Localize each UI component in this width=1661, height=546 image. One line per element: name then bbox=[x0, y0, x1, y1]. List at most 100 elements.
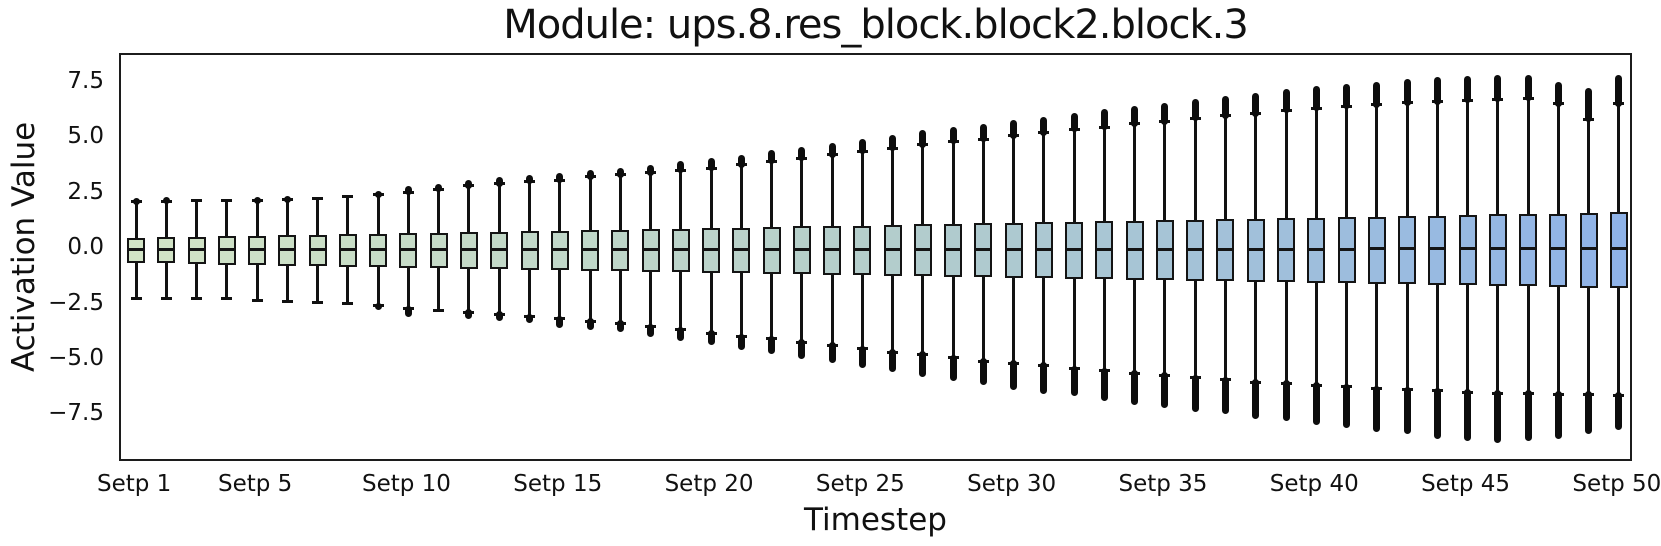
outlier-cluster-top bbox=[828, 142, 836, 158]
median-line bbox=[913, 247, 932, 251]
median-line bbox=[641, 247, 660, 251]
outlier-cluster-bottom bbox=[889, 349, 897, 373]
median-line bbox=[1458, 247, 1477, 251]
outlier-cluster-top bbox=[1433, 77, 1441, 105]
outlier-cluster-bottom bbox=[586, 318, 594, 330]
outlier-cluster-bottom bbox=[1312, 382, 1320, 426]
outlier-cluster-bottom bbox=[465, 309, 473, 319]
outlier-cluster-bottom bbox=[919, 351, 927, 377]
median-line bbox=[1367, 247, 1386, 251]
outlier-cluster-top bbox=[556, 172, 564, 184]
median-line bbox=[1428, 247, 1447, 251]
median-line bbox=[429, 247, 448, 251]
outlier-cluster-bottom bbox=[1403, 386, 1411, 435]
x-tick-label: Setp 5 bbox=[218, 471, 293, 497]
y-tick-label: −7.5 bbox=[48, 400, 104, 427]
x-tick-label: Setp 35 bbox=[1118, 471, 1208, 497]
outlier-cluster-bottom bbox=[1191, 374, 1199, 412]
median-line bbox=[974, 247, 993, 251]
median-line bbox=[399, 247, 418, 251]
outlier-cluster-top bbox=[495, 176, 503, 187]
outlier-cluster-top bbox=[586, 170, 594, 180]
outlier-cluster-top bbox=[1131, 106, 1139, 127]
y-tick-label: 0.0 bbox=[67, 234, 104, 261]
outlier-cluster-top bbox=[768, 150, 776, 165]
whisker-cap-top bbox=[191, 199, 203, 203]
outlier-cluster-bottom bbox=[495, 311, 503, 322]
x-tick-label: Setp 15 bbox=[513, 471, 603, 497]
outlier-cluster-bottom bbox=[404, 305, 412, 317]
median-line bbox=[1065, 247, 1084, 251]
outlier-cluster-bottom bbox=[1524, 390, 1532, 441]
outlier-cluster-top bbox=[283, 195, 291, 203]
median-line bbox=[1337, 247, 1356, 251]
outlier-cluster-bottom bbox=[1585, 391, 1593, 435]
outlier-cluster-top bbox=[1100, 109, 1108, 131]
median-line bbox=[1549, 247, 1568, 251]
outlier-cluster-bottom bbox=[737, 333, 745, 350]
x-tick-label: Setp 1 bbox=[96, 471, 172, 497]
median-line bbox=[1277, 247, 1295, 251]
median-line bbox=[671, 247, 690, 251]
chart-title: Module: ups.8.res_block.block2.block.3 bbox=[503, 2, 1249, 48]
x-tick-label: Setp 10 bbox=[361, 471, 451, 497]
y-tick-label: −2.5 bbox=[48, 289, 104, 316]
median-line bbox=[1216, 247, 1235, 251]
whisker-cap-bottom bbox=[160, 297, 172, 301]
median-line bbox=[127, 248, 146, 252]
median-line bbox=[1125, 247, 1144, 251]
outlier-cluster-top bbox=[253, 196, 261, 204]
outlier-cluster-top bbox=[435, 183, 443, 193]
outlier-cluster-bottom bbox=[1131, 370, 1139, 406]
x-axis-label: Timestep bbox=[804, 502, 947, 538]
whisker-cap-bottom bbox=[221, 297, 233, 301]
median-line bbox=[1034, 247, 1053, 251]
y-tick-label: 2.5 bbox=[67, 178, 104, 205]
outlier-cluster-top bbox=[949, 127, 957, 145]
x-tick-label: Setp 30 bbox=[967, 471, 1057, 497]
outlier-cluster-top bbox=[1282, 89, 1290, 114]
whisker-cap-bottom bbox=[130, 297, 142, 301]
outlier-cluster-top bbox=[1221, 96, 1229, 119]
outlier-cluster-top bbox=[677, 161, 685, 174]
outlier-cluster-top bbox=[374, 191, 382, 199]
y-tick-label: 5.0 bbox=[67, 123, 104, 150]
outlier-cluster-bottom bbox=[1373, 385, 1381, 432]
outlier-cluster-bottom bbox=[1343, 383, 1351, 428]
outlier-cluster-top bbox=[889, 134, 897, 152]
median-line bbox=[248, 248, 267, 252]
whisker-cap-bottom bbox=[433, 308, 445, 312]
median-line bbox=[792, 247, 811, 251]
outlier-cluster-top bbox=[1161, 102, 1169, 125]
outlier-cluster-top bbox=[1191, 99, 1199, 122]
median-line bbox=[1488, 247, 1507, 251]
outlier-cluster-top bbox=[798, 147, 806, 162]
outlier-cluster-bottom bbox=[1494, 390, 1502, 444]
whisker-cap-top bbox=[312, 196, 324, 200]
median-line bbox=[550, 247, 569, 251]
outlier-cluster-top bbox=[465, 180, 473, 189]
median-line bbox=[1307, 247, 1326, 251]
outlier-cluster-top bbox=[1464, 76, 1472, 104]
median-line bbox=[157, 248, 176, 252]
outlier-cluster-bottom bbox=[707, 330, 715, 346]
median-line bbox=[853, 247, 872, 251]
outlier-cluster-bottom bbox=[374, 302, 382, 310]
median-line bbox=[1186, 247, 1205, 251]
median-line bbox=[187, 248, 206, 252]
y-tick-label: 7.5 bbox=[67, 67, 104, 94]
outlier-cluster-top bbox=[404, 185, 412, 196]
median-line bbox=[1004, 247, 1023, 251]
outlier-cluster-top bbox=[1494, 74, 1502, 103]
median-line bbox=[369, 247, 388, 251]
outlier-cluster-top bbox=[707, 158, 715, 172]
median-line bbox=[1609, 247, 1628, 251]
outlier-cluster-bottom bbox=[647, 323, 655, 337]
median-line bbox=[1519, 247, 1538, 251]
outlier-cluster-top bbox=[132, 198, 140, 206]
outlier-cluster-top bbox=[647, 164, 655, 176]
outlier-cluster-top bbox=[162, 196, 170, 205]
median-line bbox=[823, 247, 842, 251]
outlier-cluster-bottom bbox=[1252, 379, 1260, 419]
